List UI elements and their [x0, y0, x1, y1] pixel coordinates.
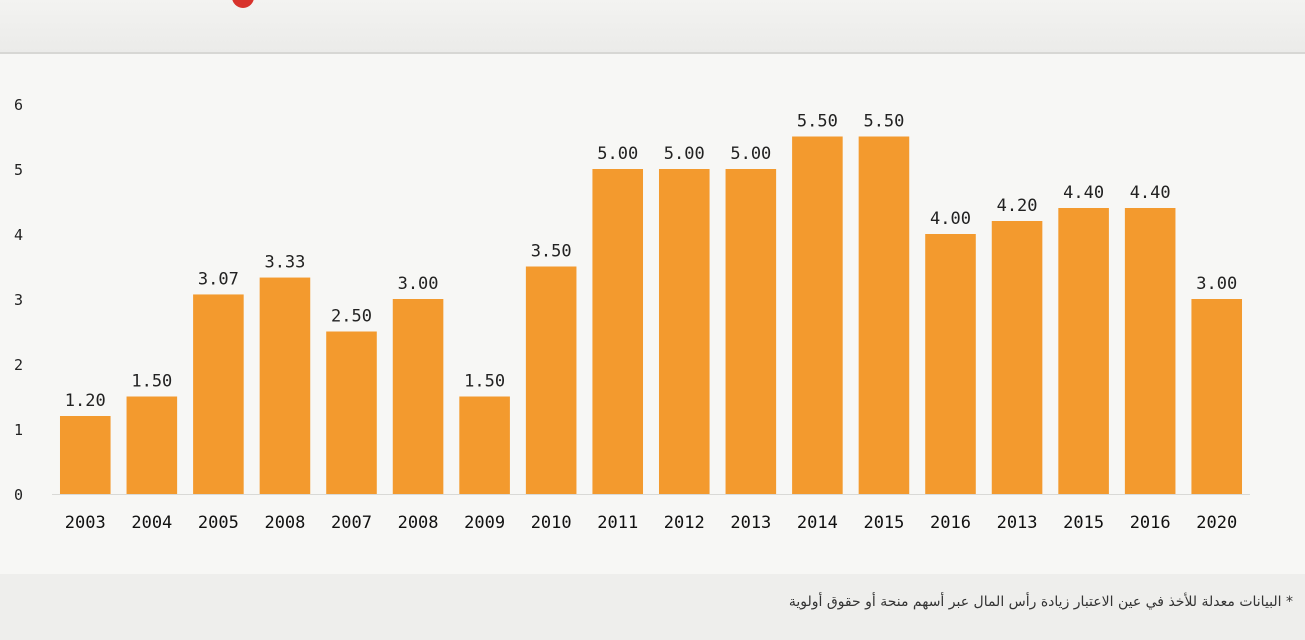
- red-dot-icon: [232, 0, 254, 8]
- bar: [991, 221, 1043, 494]
- bar: [792, 136, 843, 494]
- chart-panel: 0 1 2 3 4 5 6 1.20 2003 1.50 2004 3.07 2005 3.33 2008 2…: [0, 54, 1305, 574]
- bar-value-label: 3.50: [531, 242, 572, 262]
- x-tick-label: 2020: [1196, 513, 1237, 533]
- x-tick-label: 2008: [398, 513, 439, 533]
- x-tick-label: 2015: [1063, 513, 1104, 533]
- y-tick-label: 6: [14, 96, 23, 114]
- bar-chart: 0 1 2 3 4 5 6 1.20 2003 1.50 2004 3.07 2005 3.33 2008 2…: [14, 96, 1250, 533]
- bar-value-label: 5.50: [863, 112, 904, 132]
- bar-value-label: 1.50: [464, 372, 505, 392]
- bar: [1191, 299, 1243, 494]
- x-tick-label: 2008: [264, 513, 305, 533]
- bar-value-label: 5.00: [664, 144, 705, 164]
- bar: [725, 169, 777, 494]
- x-tick-label: 2005: [198, 513, 239, 533]
- bar-value-label: 4.40: [1063, 183, 1104, 203]
- bar-value-label: 1.50: [131, 372, 172, 392]
- bar: [925, 234, 976, 494]
- x-tick-label: 2016: [1130, 513, 1171, 533]
- bar: [259, 277, 311, 494]
- bar: [1124, 208, 1176, 494]
- footnote: * البيانات معدلة للأخذ في عين الاعتبار ز…: [788, 594, 1293, 610]
- top-strip: [0, 0, 1305, 54]
- bar-value-label: 4.00: [930, 209, 971, 229]
- bar-value-label: 3.00: [1196, 274, 1237, 294]
- bar: [592, 169, 644, 494]
- x-tick-label: 2012: [664, 513, 705, 533]
- y-tick-label: 2: [14, 356, 23, 374]
- y-tick-label: 3: [14, 291, 23, 309]
- bar-value-label: 3.33: [264, 253, 305, 273]
- bar-value-label: 5.00: [730, 144, 771, 164]
- bar: [59, 416, 111, 494]
- bar-value-label: 4.20: [997, 196, 1038, 216]
- bar: [658, 169, 710, 494]
- bar-value-label: 1.20: [65, 391, 106, 411]
- bar-value-label: 4.40: [1130, 183, 1171, 203]
- y-tick-label: 1: [14, 421, 23, 439]
- bar: [392, 299, 444, 494]
- bar-value-label: 2.50: [331, 307, 372, 327]
- bar: [126, 396, 178, 494]
- y-tick-label: 0: [14, 486, 23, 504]
- bar-value-label: 5.50: [797, 112, 838, 132]
- y-tick-label: 5: [14, 161, 23, 179]
- bar: [858, 136, 910, 494]
- bar-value-label: 5.00: [597, 144, 638, 164]
- bar-value-label: 3.07: [198, 269, 239, 289]
- bar: [1058, 208, 1109, 494]
- x-tick-label: 2014: [797, 513, 838, 533]
- bar: [525, 266, 577, 494]
- x-tick-label: 2009: [464, 513, 505, 533]
- y-tick-label: 4: [14, 226, 23, 244]
- x-tick-label: 2011: [597, 513, 638, 533]
- x-tick-label: 2010: [531, 513, 572, 533]
- x-tick-label: 2007: [331, 513, 372, 533]
- x-tick-label: 2013: [730, 513, 771, 533]
- bar: [193, 294, 244, 494]
- bar-value-label: 3.00: [398, 274, 439, 294]
- x-tick-label: 2003: [65, 513, 106, 533]
- x-tick-label: 2015: [863, 513, 904, 533]
- x-tick-label: 2016: [930, 513, 971, 533]
- x-tick-label: 2013: [997, 513, 1038, 533]
- bar: [326, 331, 377, 494]
- x-tick-label: 2004: [131, 513, 172, 533]
- bar: [459, 396, 510, 494]
